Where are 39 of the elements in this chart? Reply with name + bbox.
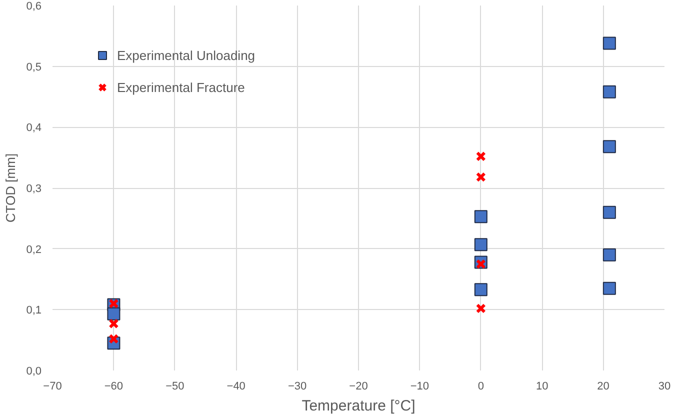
y-tick-label: 0,2 [26, 244, 42, 256]
point [602, 282, 616, 295]
point [107, 307, 120, 320]
point [474, 238, 488, 252]
x-tick-label: −60 [104, 380, 124, 392]
point [108, 318, 119, 329]
point [602, 85, 616, 98]
y-tick-label: 0,6 [26, 0, 42, 12]
x-axis-title: Temperature [°C] [302, 398, 416, 414]
x-tick-label: 30 [658, 380, 671, 392]
x-tick-label: −70 [43, 380, 62, 392]
legend-label: Experimental Unloading [117, 48, 256, 62]
point [474, 283, 488, 296]
point [474, 210, 488, 224]
point [108, 334, 119, 344]
point [476, 172, 486, 182]
point [602, 248, 616, 262]
y-tick-label: 0,1 [26, 304, 42, 317]
point [108, 298, 119, 309]
x-tick-label: −20 [349, 380, 368, 392]
x-tick-label: −40 [226, 380, 246, 392]
point [602, 140, 616, 154]
x-tick-label: −10 [410, 380, 430, 392]
y-tick-label: 0,5 [26, 61, 42, 74]
y-tick-label: 0,3 [26, 183, 42, 195]
x-tick-label: 20 [597, 380, 610, 392]
x-tick-label: −50 [166, 380, 184, 392]
legend-label: Experimental Fracture [117, 80, 245, 94]
point [602, 36, 616, 50]
point [476, 259, 486, 270]
y-tick-label: 0,4 [26, 122, 42, 134]
y-axis-title: CTOD [mm] [3, 153, 18, 223]
x-tick-label: 0 [478, 380, 484, 392]
x-tick-label: 10 [536, 380, 548, 392]
point [476, 151, 486, 162]
y-tick-label: 0,0 [26, 366, 42, 378]
point [476, 303, 486, 314]
point [602, 206, 616, 219]
x-tick-label: −30 [288, 380, 307, 392]
